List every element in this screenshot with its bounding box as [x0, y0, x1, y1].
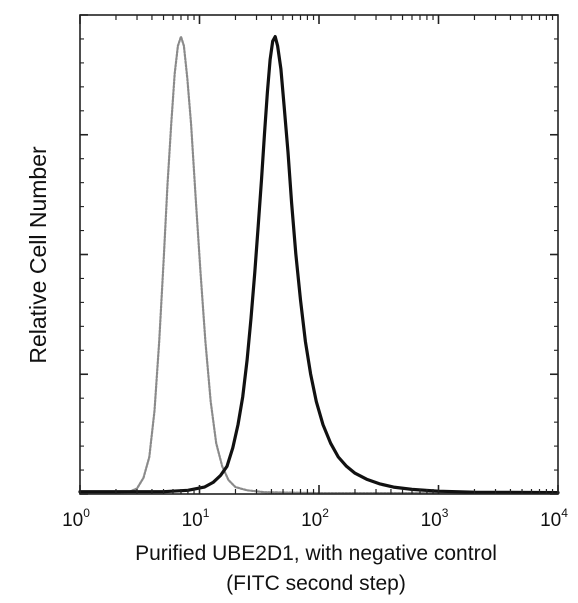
series-line-2 [78, 34, 560, 495]
series-layer [78, 34, 560, 495]
x-tick-label: 101 [182, 506, 210, 531]
x-axis-title-line2: (FITC second step) [226, 572, 406, 595]
y-axis-title: Relative Cell Number [25, 146, 51, 364]
x-tick-label: 100 [62, 506, 90, 531]
x-axis-title: Purified UBE2D1, with negative control [135, 542, 497, 565]
x-ticks [79, 15, 559, 494]
y-ticks [80, 14, 558, 495]
x-tick-labels: 100 101 102 103 104 [62, 506, 568, 531]
series-line-1 [78, 35, 560, 495]
x-tick-label: 102 [301, 506, 329, 531]
x-tick-label: 104 [540, 506, 568, 531]
x-tick-label: 103 [421, 506, 449, 531]
